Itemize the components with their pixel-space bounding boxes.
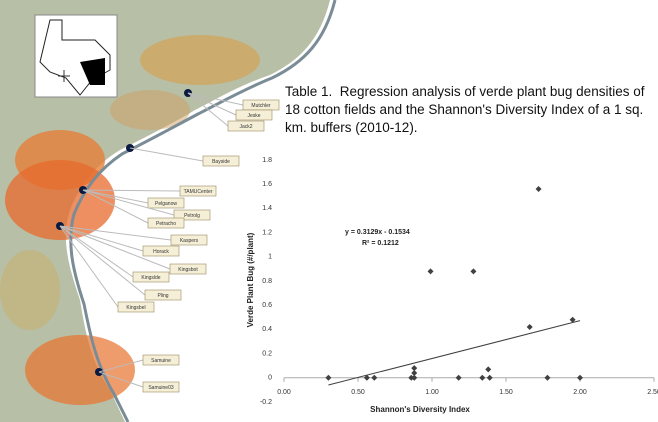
y-tick-label: 1 — [268, 254, 272, 261]
page: Shannon's Diversity Index Verde Plant Bu… — [0, 0, 658, 422]
y-tick-label: 0.8 — [262, 278, 272, 285]
caption: Table 1. Regression analysis of verde pl… — [285, 83, 655, 137]
map-label: Samuine — [151, 358, 171, 364]
y-tick-label: 0.4 — [262, 326, 272, 333]
map-label: Kingsbel — [126, 305, 145, 311]
r-squared: R² = 0.1212 — [362, 240, 399, 247]
y-axis-title: Verde Plant Bug (#/plant) — [246, 232, 255, 327]
map-label: Pelganow — [155, 201, 177, 207]
x-tick-label: 0.00 — [277, 389, 291, 396]
y-tick-label: 1.8 — [262, 157, 272, 164]
map-label: Jack2 — [239, 124, 252, 130]
x-axis-title: Shannon's Diversity Index — [370, 405, 470, 414]
y-tick-label: 0.2 — [262, 350, 272, 357]
y-tick-label: 0.6 — [262, 302, 272, 309]
x-tick-label: 2.00 — [573, 389, 587, 396]
x-tick-label: 0.50 — [351, 389, 365, 396]
leader-line — [130, 148, 203, 161]
y-tick-label: 0 — [268, 375, 272, 382]
x-tick-label: 2.50 — [647, 389, 658, 396]
map-label: Horack — [153, 249, 169, 255]
y-tick-label: 1.2 — [262, 229, 272, 236]
map-blob — [0, 250, 60, 330]
map-label: Kaspers — [180, 238, 199, 244]
map-label: Petracho — [156, 221, 176, 227]
y-tick-label: 1.6 — [262, 181, 272, 188]
map-label: Samuine03 — [148, 385, 174, 391]
chart-area — [236, 150, 658, 422]
map-label: Kingsbot — [178, 267, 198, 273]
equation: y = 0.3129x - 0.1534 — [345, 229, 410, 236]
map-blob — [140, 35, 260, 85]
map-label: Jeske — [247, 113, 260, 119]
map-label: Kingslde — [141, 275, 160, 281]
map-label: Petrolg — [184, 213, 200, 219]
map-blob — [25, 335, 135, 405]
map-label: TAMUCenter — [184, 189, 213, 195]
y-tick-label: 1.4 — [262, 205, 272, 212]
map-label: Pling — [157, 293, 168, 299]
x-tick-label: 1.50 — [499, 389, 513, 396]
map-label: Mutchler — [251, 103, 271, 109]
y-tick-label: -0.2 — [260, 399, 272, 406]
x-tick-label: 1.00 — [425, 389, 439, 396]
map-label: Bayside — [212, 159, 230, 165]
figure: Shannon's Diversity Index Verde Plant Bu… — [0, 0, 658, 422]
